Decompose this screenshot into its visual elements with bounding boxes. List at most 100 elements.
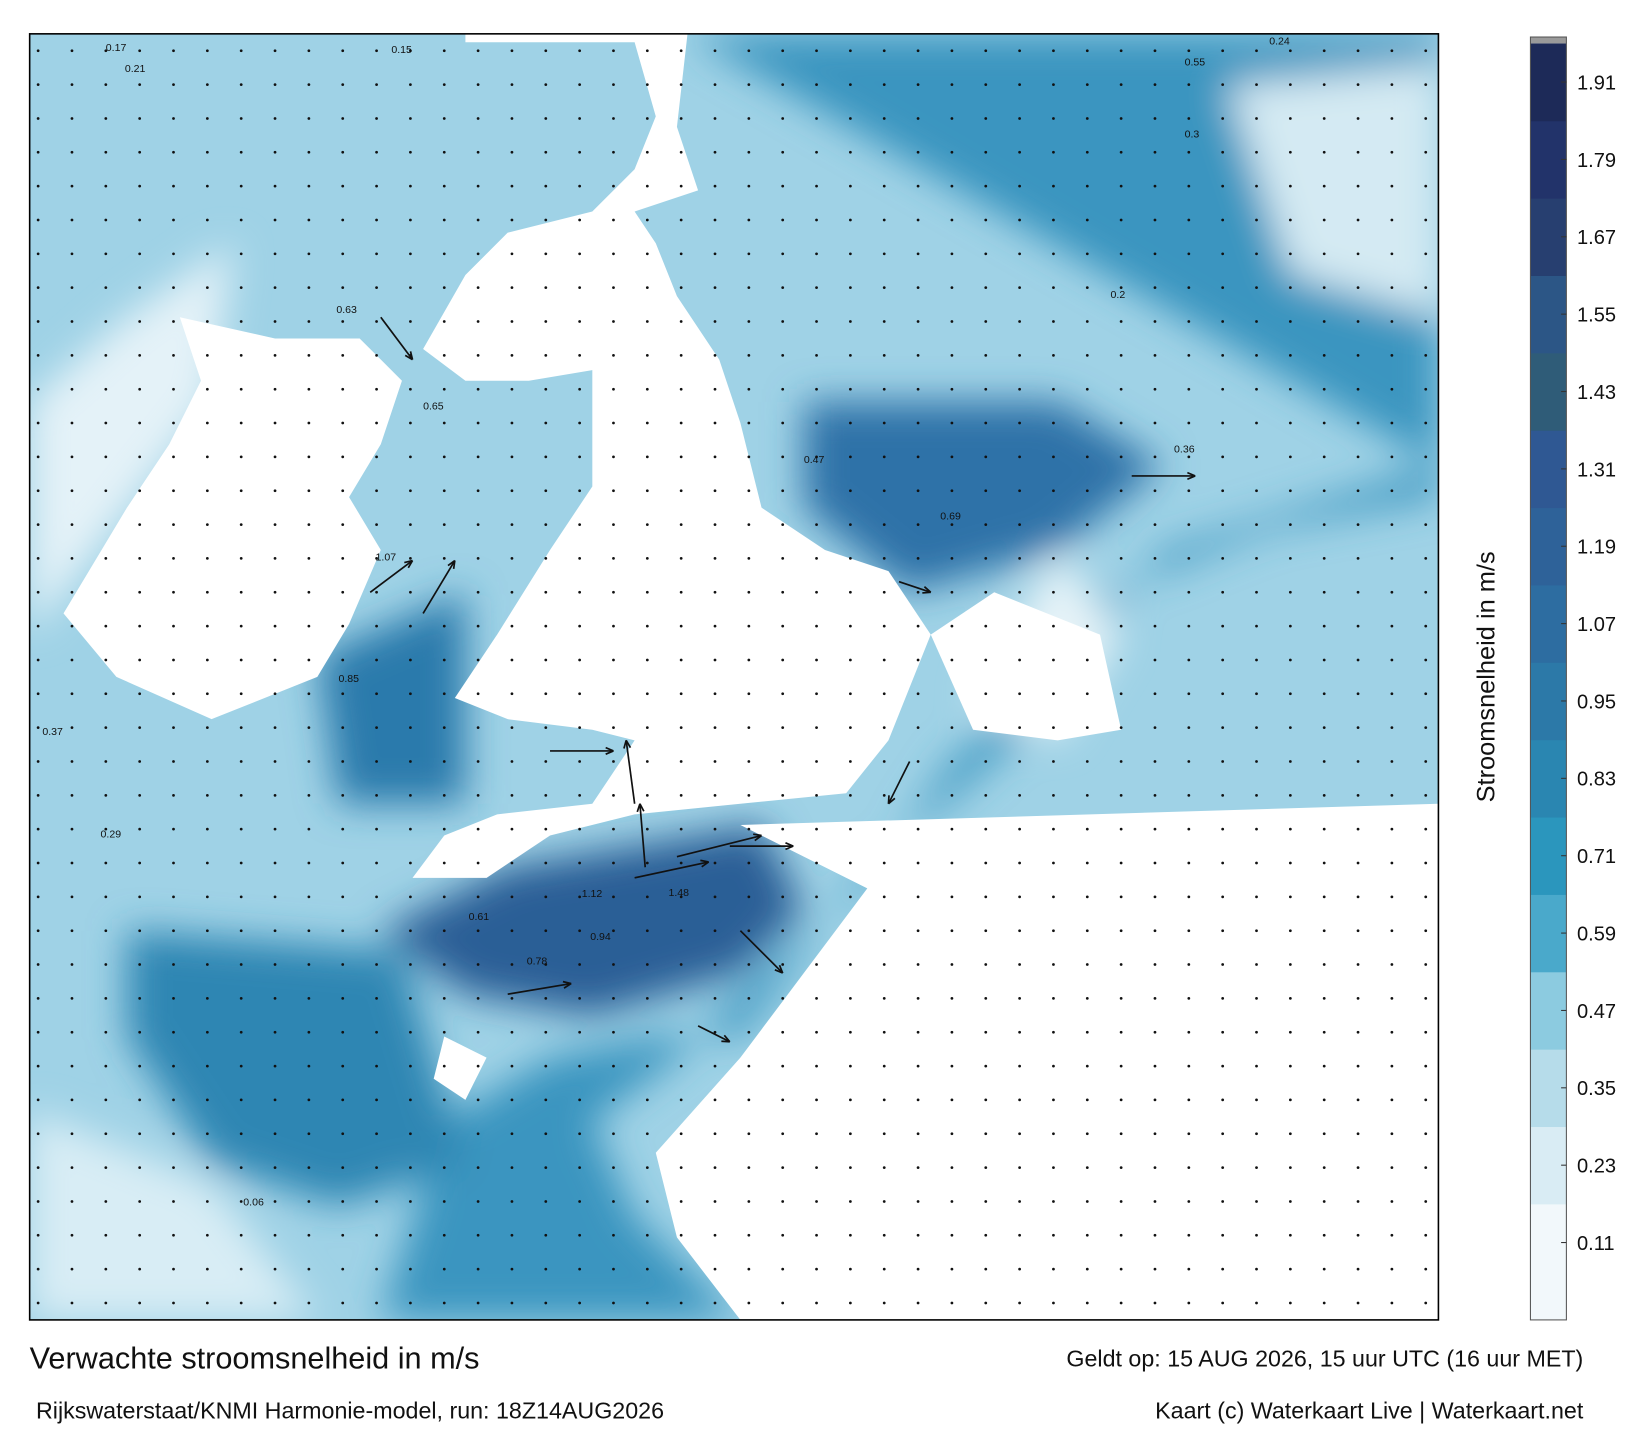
vector-dot: [1221, 252, 1225, 256]
vector-dot: [409, 49, 412, 53]
vector-dot: [1255, 557, 1258, 560]
vector-dot: [815, 489, 818, 493]
vector-dot: [849, 963, 852, 966]
vector-dot: [1221, 184, 1225, 188]
vector-dot: [442, 49, 446, 53]
vector-dot: [984, 150, 988, 154]
vector-dot: [1288, 218, 1292, 222]
vector-dot: [476, 1200, 480, 1203]
vector-dot: [578, 658, 582, 662]
vector-dot: [375, 658, 378, 662]
vector-dot: [781, 1132, 785, 1136]
vector-dot: [1085, 557, 1089, 560]
vector-dot: [307, 1200, 311, 1203]
vector-dot: [1322, 929, 1326, 933]
vector-dot: [713, 117, 717, 120]
vector-dot: [984, 320, 988, 323]
vector-dot: [679, 997, 683, 1000]
vector-dot: [578, 624, 582, 628]
vector-dot: [1424, 117, 1428, 120]
vector-dot: [713, 760, 717, 763]
vector-dot: [916, 353, 920, 357]
vector-dot: [1052, 387, 1055, 391]
vector-dot: [1255, 421, 1258, 425]
vector-dot: [1187, 1233, 1191, 1237]
vector-dot: [442, 895, 446, 899]
vector-dot: [510, 624, 514, 628]
vector-dot: [70, 49, 74, 53]
vector-dot: [409, 1132, 412, 1136]
vector-dot: [612, 1064, 615, 1068]
vector-dot: [104, 624, 108, 628]
vector-dot: [1119, 489, 1123, 493]
vector-dot: [916, 49, 920, 53]
vector-dot: [882, 1267, 886, 1271]
vector-dot: [307, 117, 311, 120]
vector-dot: [205, 83, 209, 86]
vector-dot: [172, 692, 175, 696]
vector-dot: [1288, 1233, 1292, 1237]
vector-dot: [1221, 1200, 1225, 1203]
vector-dot: [1322, 827, 1326, 831]
vector-dot: [713, 624, 717, 628]
vector-dot: [476, 793, 480, 797]
vector-dot: [205, 320, 209, 323]
vector-dot: [916, 861, 920, 865]
vector-dot: [1052, 1233, 1055, 1237]
vector-dot: [645, 827, 649, 831]
vector-dot: [645, 1132, 649, 1136]
speed-label: 0.78: [527, 956, 548, 968]
vector-dot: [1052, 489, 1055, 493]
vector-dot: [1322, 252, 1326, 256]
vector-dot: [815, 353, 818, 357]
map-frame: [28, 33, 1440, 1321]
vector-dot: [713, 1098, 717, 1102]
vector-dot: [409, 1301, 412, 1305]
vector-dot: [1018, 1030, 1021, 1034]
vector-dot: [849, 793, 852, 797]
vector-dot: [1221, 1064, 1225, 1068]
vector-dot: [1221, 963, 1225, 966]
vector-dot: [882, 1064, 886, 1068]
vector-dot: [375, 320, 378, 323]
vector-dot: [950, 252, 954, 256]
vector-dot: [307, 320, 311, 323]
vector-dot: [916, 150, 920, 154]
vector-dot: [747, 929, 751, 933]
vector-dot: [1052, 1132, 1055, 1136]
vector-dot: [747, 895, 751, 899]
vector-dot: [882, 1200, 886, 1203]
vector-dot: [476, 1132, 480, 1136]
vector-dot: [476, 861, 480, 865]
vector-dot: [544, 353, 548, 357]
vector-dot: [1119, 1233, 1123, 1237]
vector-dot: [1322, 692, 1326, 696]
vector-dot: [1356, 929, 1360, 933]
vector-dot: [1322, 1200, 1326, 1203]
vector-dot: [104, 1267, 108, 1271]
colorbar-tick-label: 0.95: [1577, 691, 1616, 713]
vector-dot: [409, 83, 412, 86]
vector-dot: [713, 83, 717, 86]
vector-dot: [172, 997, 175, 1000]
vector-dot: [1119, 692, 1123, 696]
vector-dot: [70, 286, 74, 290]
vector-dot: [409, 827, 412, 831]
vector-dot: [273, 1132, 277, 1136]
vector-dot: [1187, 590, 1191, 594]
vector-dot: [1390, 489, 1394, 493]
vector-dot: [612, 117, 615, 120]
vector-dot: [1119, 1301, 1123, 1305]
vector-dot: [950, 692, 954, 696]
speed-label: 0.36: [1174, 444, 1195, 456]
vector-dot: [205, 387, 209, 391]
vector-dot: [1052, 827, 1055, 831]
vector-dot: [1424, 252, 1428, 256]
vector-dot: [645, 1030, 649, 1034]
vector-dot: [612, 455, 615, 459]
vector-dot: [1119, 895, 1123, 899]
vector-dot: [409, 286, 412, 290]
vector-dot: [679, 421, 683, 425]
colorbar-tick-label: 0.71: [1577, 846, 1616, 868]
vector-dot: [375, 624, 378, 628]
